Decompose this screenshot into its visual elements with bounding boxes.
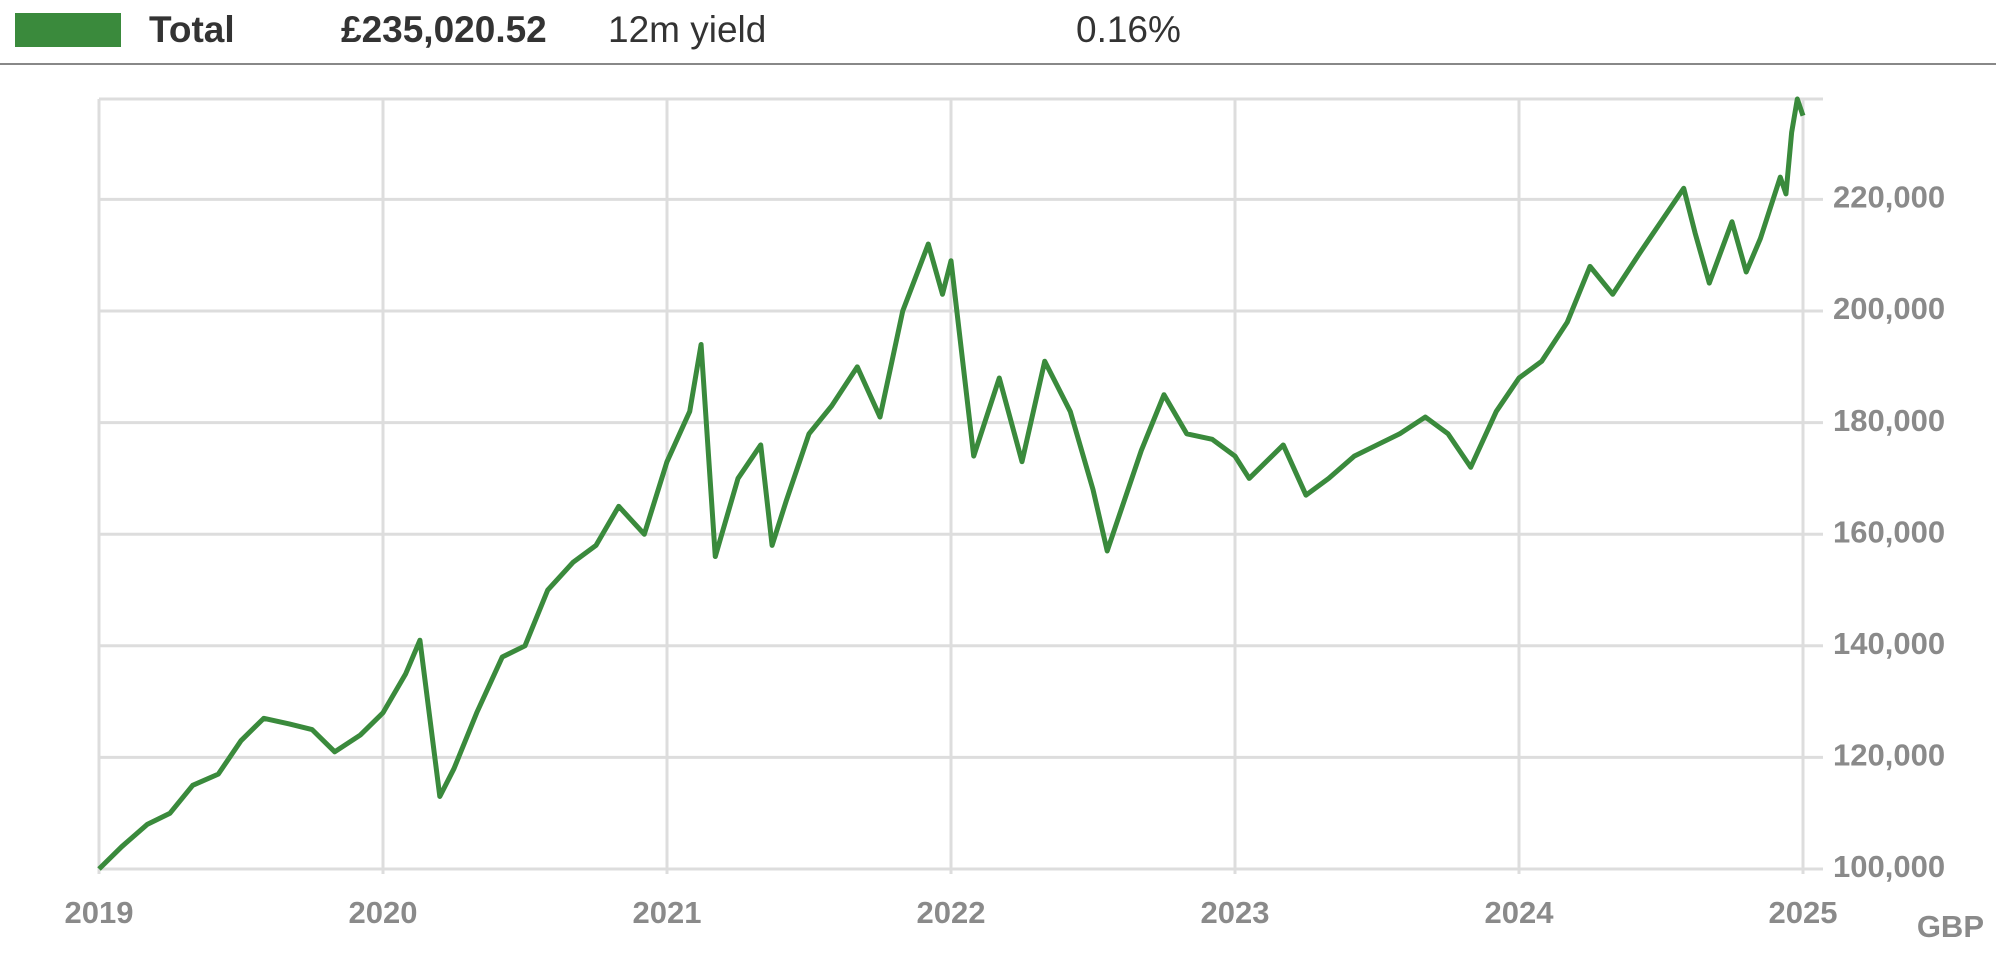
x-tick-label: 2024 (1485, 895, 1555, 930)
y-tick-label: 200,000 (1833, 291, 1945, 326)
y-tick-label: 220,000 (1833, 180, 1945, 215)
currency-label: GBP (1917, 909, 1984, 944)
x-tick-label: 2020 (349, 895, 418, 930)
legend-label: Total (149, 9, 235, 50)
y-tick-label: 180,000 (1833, 403, 1945, 438)
yield-label: 12m yield (608, 9, 766, 50)
legend-swatch (15, 13, 121, 47)
y-tick-label: 160,000 (1833, 514, 1945, 549)
x-tick-label: 2025 (1769, 895, 1838, 930)
y-tick-label: 100,000 (1833, 849, 1945, 884)
y-tick-label: 140,000 (1833, 626, 1945, 661)
x-tick-label: 2022 (917, 895, 986, 930)
data-line (97, 96, 1806, 871)
x-tick-label: 2023 (1201, 895, 1270, 930)
y-tick-label: 120,000 (1833, 738, 1945, 773)
total-value: £235,020.52 (341, 9, 547, 50)
yield-value: 0.16% (1076, 9, 1181, 50)
x-tick-label: 2021 (633, 895, 702, 930)
x-tick-label: 2019 (65, 895, 134, 930)
